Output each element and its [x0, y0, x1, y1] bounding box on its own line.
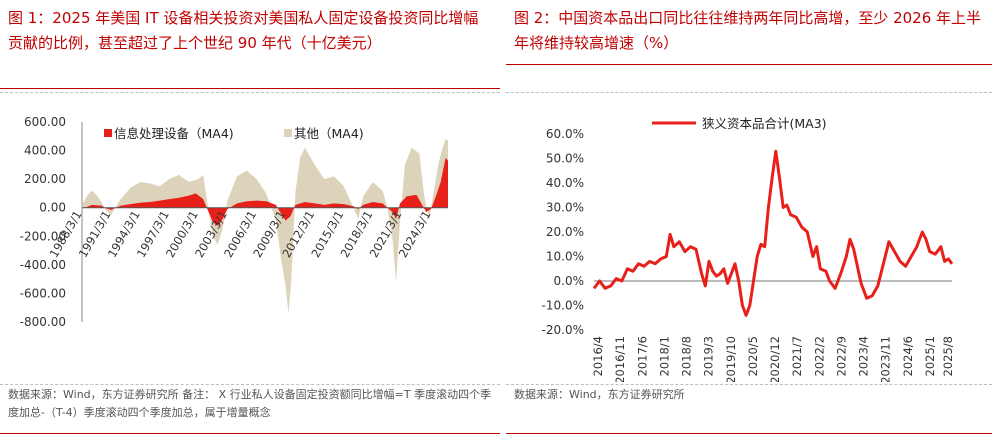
y-tick-label: -20.0% — [542, 323, 584, 337]
left-source-note: 数据来源：Wind，东方证券研究所 备注： X 行业私人设备固定投资额同比增幅=… — [8, 388, 492, 419]
y-tick-label: -800.00 — [20, 315, 66, 329]
legend-label-0: 信息处理设备（MA4) — [114, 126, 234, 141]
x-tick-label: 2022/2 — [812, 336, 826, 376]
y-tick-label: 60.0% — [546, 127, 584, 141]
right-title-block: 图 2：中国资本品出口同比往往维持两年同比高增，至少 2026 年上半年将维持较… — [506, 0, 992, 65]
x-tick-label: 2019/10 — [724, 336, 738, 382]
y-tick-label: 0.00 — [39, 201, 66, 215]
right-figure-panel: 图 2：中国资本品出口同比往往维持两年同比高增，至少 2026 年上半年将维持较… — [506, 0, 992, 434]
y-tick-label: 10.0% — [546, 250, 584, 264]
left-top-divider — [0, 92, 500, 93]
y-tick-label: 400.00 — [24, 144, 66, 158]
y-tick-label: 40.0% — [546, 176, 584, 190]
right-chart: 60.0% 50.0% 40.0% 30.0% 20.0% 10.0% 0.0% -10.0%… — [542, 116, 955, 382]
y-tick-label: 50.0% — [546, 152, 584, 166]
x-tick-label: 2025/8 — [941, 336, 955, 376]
x-tick-label: 2017/6 — [635, 336, 649, 376]
left-figure-panel: 图 1：2025 年美国 IT 设备相关投资对美国私人固定设备投资同比增幅贡献的… — [0, 0, 500, 434]
x-tick-label: 2021/7 — [790, 336, 804, 376]
x-tick-label: 2023/11 — [879, 336, 893, 382]
y-tick-label: -10.0% — [542, 299, 584, 313]
x-tick-label: 2022/9 — [834, 336, 848, 376]
x-tick-label: 2016/11 — [613, 336, 627, 382]
legend-label-1: 其他（MA4) — [294, 126, 364, 141]
legend-swatch-1 — [284, 129, 292, 137]
series-line-0 — [592, 149, 954, 317]
right-figure-title: 图 2：中国资本品出口同比往往维持两年同比高增，至少 2026 年上半年将维持较… — [514, 9, 982, 52]
x-tick-label: 2020/12 — [768, 336, 782, 382]
series-area-1 — [82, 139, 448, 314]
y-tick-label: -600.00 — [20, 286, 66, 300]
y-tick-label: 200.00 — [24, 172, 66, 186]
right-source-note: 数据来源：Wind，东方证券研究所 — [514, 388, 685, 401]
x-tick-label: 2023/4 — [857, 336, 871, 376]
y-tick-label: 20.0% — [546, 225, 584, 239]
x-tick-label: 2024/6 — [901, 336, 915, 376]
y-tick-label: 30.0% — [546, 201, 584, 215]
x-tick-label: 2018/8 — [680, 336, 694, 376]
y-tick-label: -200.00 — [20, 229, 66, 243]
x-tick-label: 2020/5 — [746, 336, 760, 376]
x-tick-label: 2016/4 — [591, 336, 605, 376]
left-bottom-divider — [0, 384, 500, 385]
x-tick-label: 2018/1 — [657, 336, 671, 376]
right-top-divider — [506, 92, 992, 93]
legend-swatch-0 — [104, 129, 112, 137]
y-tick-label: 0.0% — [554, 274, 585, 288]
x-tick-label: 2025/1 — [923, 336, 937, 376]
x-tick-label: 2019/3 — [702, 336, 716, 376]
left-chart: 600.00 400.00 200.00 0.00 -200.00 -400.00 -600… — [20, 115, 448, 329]
legend-label-0: 狭义资本品合计(MA3) — [702, 116, 827, 131]
y-tick-label: 600.00 — [24, 115, 66, 129]
right-bottom-divider — [506, 384, 992, 385]
left-figure-title: 图 1：2025 年美国 IT 设备相关投资对美国私人固定设备投资同比增幅贡献的… — [8, 9, 479, 52]
left-title-block: 图 1：2025 年美国 IT 设备相关投资对美国私人固定设备投资同比增幅贡献的… — [0, 0, 500, 89]
y-tick-label: -400.00 — [20, 258, 66, 272]
